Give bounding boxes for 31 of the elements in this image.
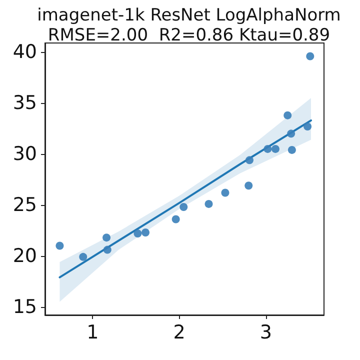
point xyxy=(102,234,111,242)
point xyxy=(103,246,112,254)
point xyxy=(204,200,213,208)
point xyxy=(304,122,312,131)
point xyxy=(306,52,314,60)
y-tick-label: 15 xyxy=(12,296,37,318)
point xyxy=(142,228,150,236)
point xyxy=(264,144,272,153)
chart-title: imagenet-1k ResNet LogAlphaNorm xyxy=(37,6,341,26)
point xyxy=(271,144,280,153)
chart-subtitle: RMSE=2.00 R2=0.86 Ktau=0.89 xyxy=(48,26,330,46)
x-tick-label: 1 xyxy=(86,322,99,344)
point xyxy=(180,203,188,212)
point xyxy=(245,156,254,164)
x-tick-label: 3 xyxy=(260,322,272,344)
y-tick-label: 35 xyxy=(12,92,37,114)
y-tick-label: 40 xyxy=(12,41,37,64)
point xyxy=(172,215,180,224)
point xyxy=(134,230,142,238)
point xyxy=(244,182,253,190)
point xyxy=(56,242,64,250)
line-series xyxy=(58,119,312,278)
y-tick-label: 20 xyxy=(12,244,37,267)
point xyxy=(284,111,292,120)
y-tick-label: 30 xyxy=(12,143,37,166)
point xyxy=(287,130,296,138)
point xyxy=(288,146,296,154)
point xyxy=(221,188,230,197)
x-tick-label: 2 xyxy=(173,322,186,344)
y-tick-label: 25 xyxy=(12,194,37,216)
point xyxy=(79,252,88,261)
